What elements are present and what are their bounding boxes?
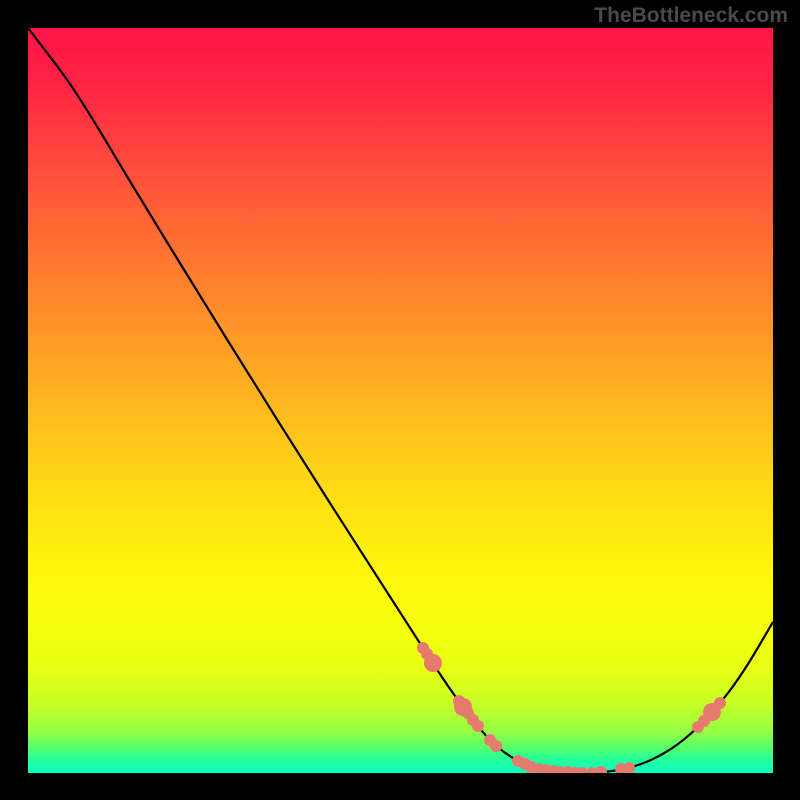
chart-svg	[28, 28, 773, 773]
curve-marker	[490, 740, 502, 752]
marker-group	[417, 642, 726, 773]
curve-marker	[428, 659, 440, 671]
chart-plot-area	[28, 28, 773, 773]
curve-marker	[714, 697, 726, 709]
bottleneck-curve	[28, 28, 773, 773]
curve-marker	[472, 720, 484, 732]
curve-marker	[595, 766, 607, 773]
curve-marker	[623, 762, 635, 773]
watermark-text: TheBottleneck.com	[594, 4, 788, 28]
